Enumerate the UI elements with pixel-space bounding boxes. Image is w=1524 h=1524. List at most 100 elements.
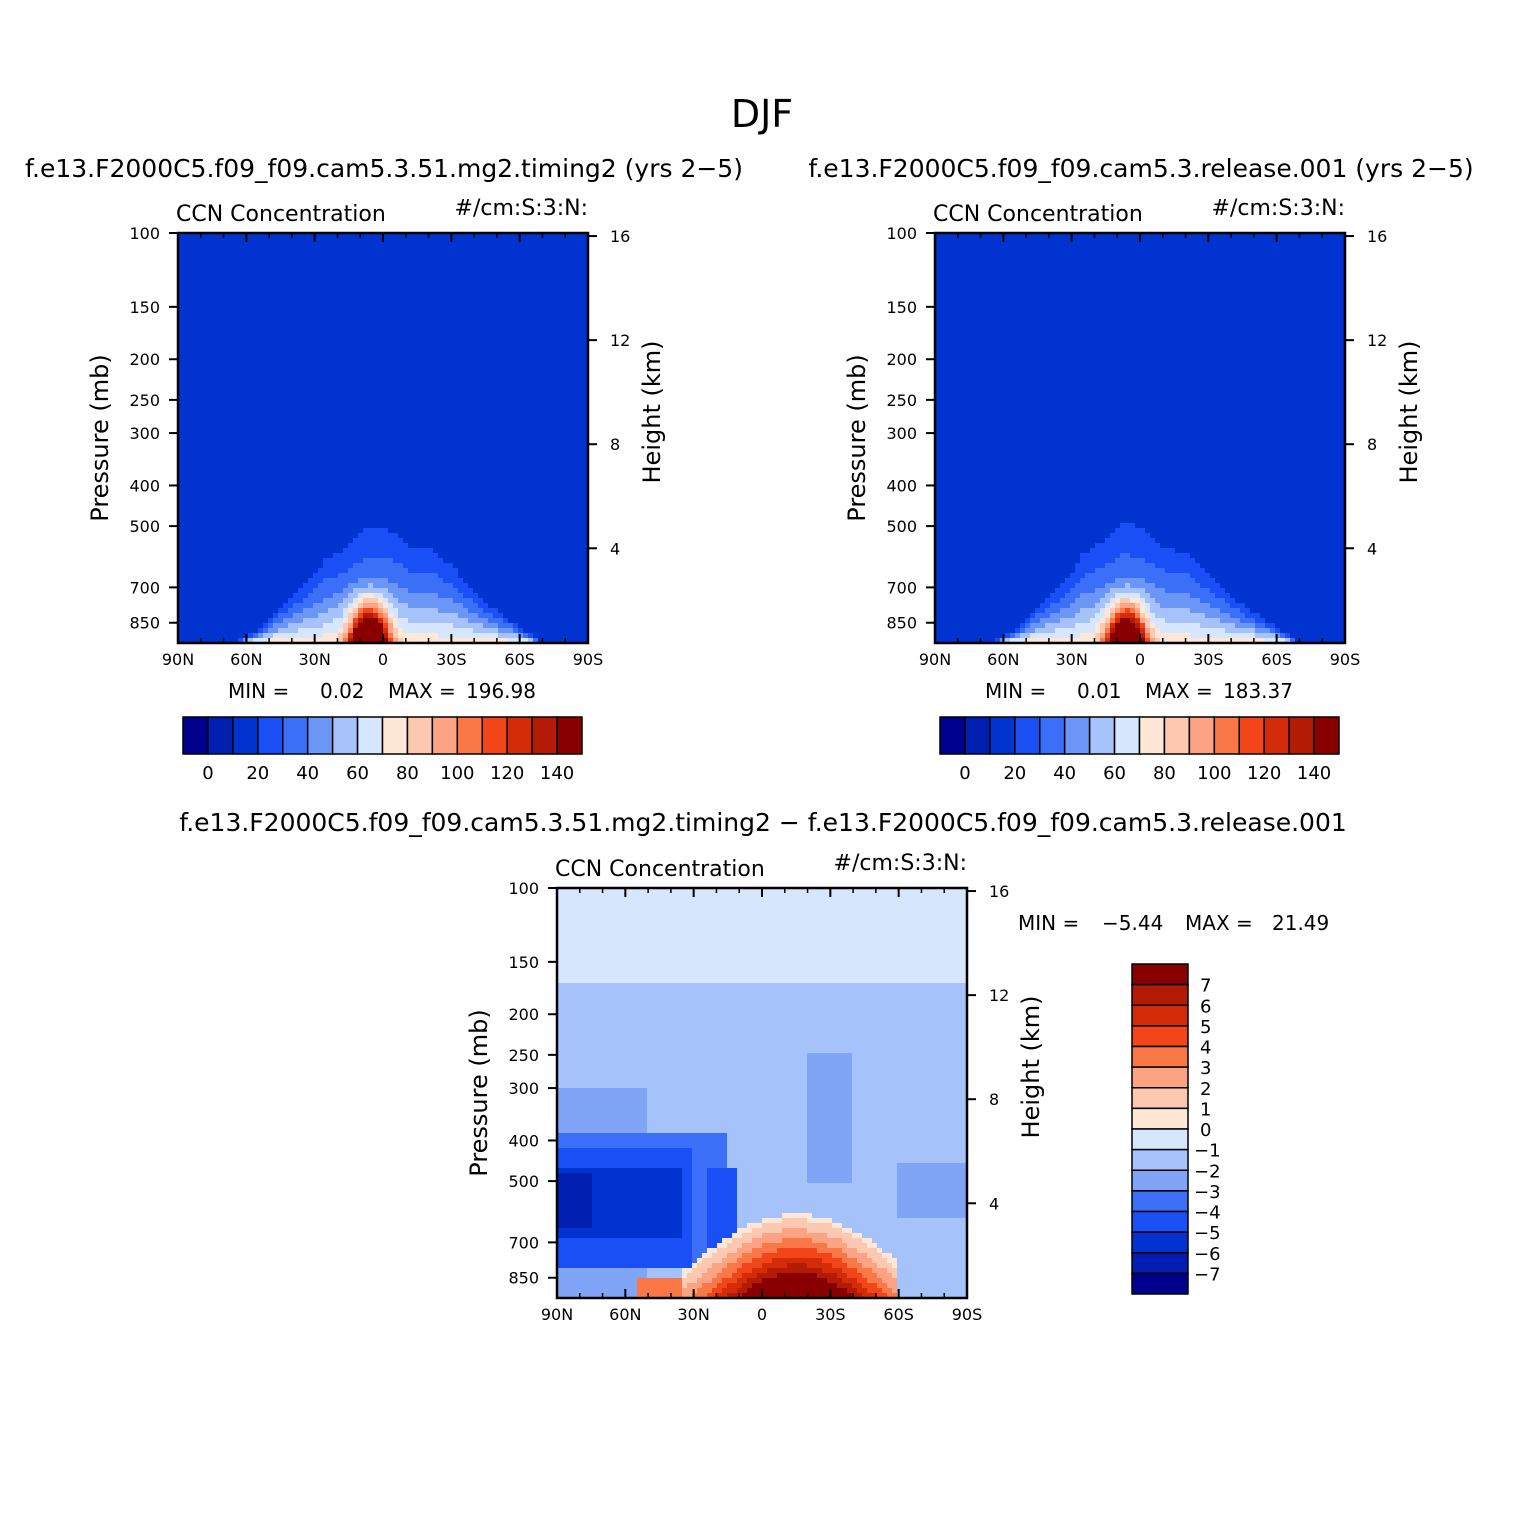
contour-cell [188, 308, 194, 314]
contour-cell [573, 253, 579, 259]
contour-cell [448, 253, 454, 259]
contour-cell [438, 238, 444, 244]
contour-cell [578, 273, 584, 279]
contour-cell [463, 253, 469, 259]
contour-cell [283, 313, 289, 319]
contour-cell [258, 278, 264, 284]
contour-cell [248, 243, 254, 249]
contour-cell [288, 318, 294, 324]
contour-cell [378, 338, 384, 344]
contour-cell [393, 253, 399, 259]
contour-cell [243, 288, 249, 294]
contour-cell [263, 328, 269, 334]
contour-cell [563, 343, 569, 349]
contour-cell [513, 343, 519, 349]
contour-cell [193, 238, 199, 244]
contour-cell [483, 323, 489, 329]
contour-cell [553, 328, 559, 334]
contour-cell [513, 308, 519, 314]
contour-cell [528, 288, 534, 294]
contour-cell [568, 243, 574, 249]
contour-cell [413, 328, 419, 334]
contour-cell [503, 313, 509, 319]
contour-cell [243, 338, 249, 344]
contour-cell [348, 343, 354, 349]
contour-cell [303, 328, 309, 334]
contour-cell [243, 333, 249, 339]
contour-cell [428, 338, 434, 344]
contour-cell [533, 288, 539, 294]
contour-cell [478, 343, 484, 349]
contour-cell [393, 258, 399, 264]
contour-cell [468, 338, 474, 344]
contour-cell [258, 343, 264, 349]
contour-cell [188, 303, 194, 309]
contour-cell [433, 328, 439, 334]
contour-cell [193, 248, 199, 254]
contour-cell [338, 263, 344, 269]
contour-cell [318, 283, 324, 289]
contour-cell [463, 313, 469, 319]
contour-cell [278, 248, 284, 254]
contour-cell [228, 348, 234, 354]
contour-cell [338, 303, 344, 309]
contour-cell [413, 248, 419, 254]
contour-cell [483, 273, 489, 279]
contour-cell [533, 308, 539, 314]
contour-cell [438, 258, 444, 264]
contour-cell [228, 333, 234, 339]
contour-cell [463, 283, 469, 289]
contour-cell [533, 248, 539, 254]
contour-cell [218, 288, 224, 294]
contour-cell [323, 273, 329, 279]
contour-cell [348, 258, 354, 264]
contour-cell [483, 348, 489, 354]
contour-cell [338, 328, 344, 334]
contour-cell [443, 328, 449, 334]
contour-cell [563, 308, 569, 314]
contour-cell [543, 258, 549, 264]
contour-cell [338, 288, 344, 294]
contour-cell [413, 273, 419, 279]
contour-cell [273, 283, 279, 289]
contour-cell [248, 288, 254, 294]
contour-cell [283, 278, 289, 284]
contour-cell [503, 253, 509, 259]
contour-cell [243, 303, 249, 309]
contour-cell [333, 333, 339, 339]
contour-cell [233, 303, 239, 309]
contour-cell [528, 343, 534, 349]
contour-cell [268, 298, 274, 304]
contour-cell [348, 263, 354, 269]
contour-cell [468, 258, 474, 264]
contour-cell [553, 268, 559, 274]
contour-cell [548, 323, 554, 329]
contour-cell [568, 263, 574, 269]
contour-cell [283, 238, 289, 244]
contour-cell [263, 343, 269, 349]
contour-cell [313, 258, 319, 264]
contour-cell [508, 303, 514, 309]
contour-cell [243, 278, 249, 284]
contour-cell [408, 258, 414, 264]
contour-cell [183, 318, 189, 324]
contour-cell [258, 283, 264, 289]
contour-cell [253, 338, 259, 344]
contour-cell [523, 313, 529, 319]
contour-cell [518, 243, 524, 249]
contour-cell [428, 348, 434, 354]
contour-cell [243, 258, 249, 264]
contour-cell [198, 338, 204, 344]
contour-cell [338, 238, 344, 244]
contour-cell [453, 348, 459, 354]
contour-cell [453, 313, 459, 319]
contour-cell [453, 343, 459, 349]
contour-cell [278, 263, 284, 269]
contour-cell [383, 283, 389, 289]
contour-cell [538, 248, 544, 254]
contour-cell [383, 253, 389, 259]
contour-cell [393, 308, 399, 314]
contour-cell [308, 338, 314, 344]
contour-cell [353, 343, 359, 349]
contour-cell [188, 323, 194, 329]
